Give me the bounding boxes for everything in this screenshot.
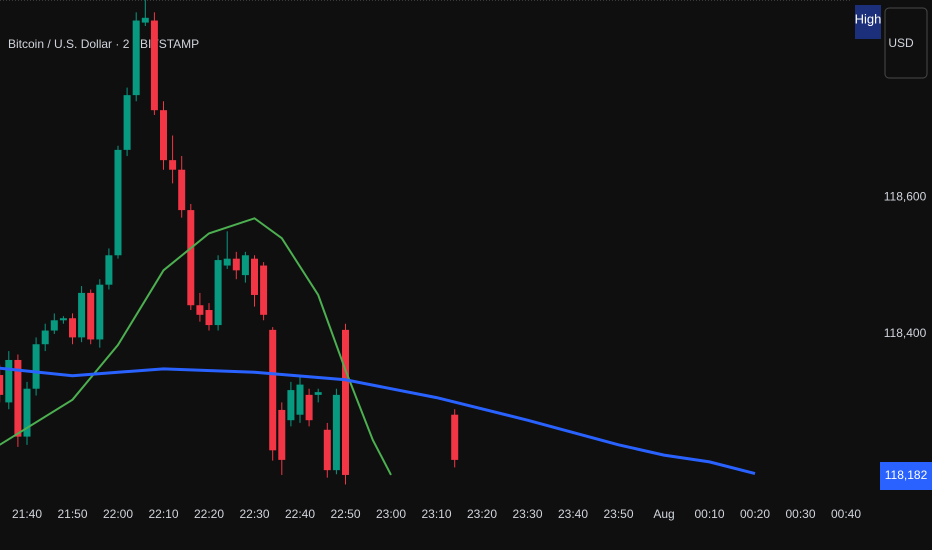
y-tick-label: 118,400 <box>884 326 927 340</box>
candle-body <box>59 318 67 321</box>
candle-body <box>114 149 122 256</box>
x-tick-label: Aug <box>653 507 674 521</box>
candle-body <box>96 284 104 340</box>
candle-body <box>305 394 313 421</box>
candle-body <box>296 384 304 415</box>
currency-button[interactable] <box>884 7 928 79</box>
candle-body <box>342 329 349 475</box>
candle-body <box>241 255 249 276</box>
candle-body <box>41 330 49 345</box>
x-tick-label: 22:20 <box>194 507 224 521</box>
candle-body <box>287 390 295 421</box>
candle-body <box>451 414 459 460</box>
high-badge <box>855 5 881 39</box>
candle-body <box>50 320 58 331</box>
candle-body <box>105 255 113 285</box>
candle-body <box>160 110 167 161</box>
candle-body <box>23 388 31 437</box>
x-tick-label: 23:10 <box>421 507 451 521</box>
x-tick-label: 22:40 <box>285 507 315 521</box>
last-price-badge <box>880 462 932 490</box>
candle-body <box>123 95 131 150</box>
x-tick-label: 23:30 <box>512 507 542 521</box>
y-tick-label: 118,600 <box>884 189 927 203</box>
x-tick-label: 22:30 <box>239 507 269 521</box>
candle-body <box>214 260 222 326</box>
high-label: High <box>855 11 882 26</box>
x-tick-label: 23:50 <box>603 507 633 521</box>
candle-body <box>141 17 149 23</box>
x-tick-label: 21:40 <box>12 507 42 521</box>
candle-body <box>32 344 40 389</box>
candle-body <box>196 305 204 315</box>
x-tick-label: 00:20 <box>740 507 770 521</box>
candle-body <box>132 20 140 96</box>
candle-body <box>232 258 240 271</box>
x-tick-label: 23:00 <box>376 507 406 521</box>
x-tick-label: 22:10 <box>148 507 178 521</box>
candle-body <box>205 310 213 326</box>
candle-body <box>251 258 258 295</box>
candle-body <box>278 409 286 460</box>
candle-body <box>0 375 4 395</box>
x-tick-label: 22:50 <box>330 507 360 521</box>
candle-body <box>5 359 13 403</box>
x-tick-label: 23:20 <box>467 507 497 521</box>
candle-body <box>14 359 22 437</box>
candle-body <box>269 329 277 451</box>
candle-body <box>323 429 331 471</box>
x-tick-label: 00:40 <box>831 507 861 521</box>
x-tick-label: 00:10 <box>694 507 724 521</box>
last-price-label: 118,182 <box>885 468 928 482</box>
moving-average <box>0 366 756 476</box>
candle-body <box>69 318 76 338</box>
x-tick-label: 21:50 <box>57 507 87 521</box>
chart-title: Bitcoin / U.S. Dollar · 2 · BITSTAMP <box>8 37 199 51</box>
candle-body <box>78 292 86 338</box>
candle-body <box>150 20 158 111</box>
candle-body <box>178 169 186 211</box>
x-tick-label: 00:30 <box>785 507 815 521</box>
candle-body <box>332 394 340 471</box>
moving-average <box>0 217 392 476</box>
currency-label: USD <box>888 36 914 50</box>
candle-body <box>260 265 268 315</box>
x-tick-label: 23:40 <box>558 507 588 521</box>
candle-body <box>87 292 95 340</box>
candle-body <box>187 210 195 306</box>
candle-body <box>169 160 177 170</box>
candle-body <box>223 258 231 266</box>
x-tick-label: 22:00 <box>103 507 133 521</box>
candle-body <box>314 392 322 395</box>
